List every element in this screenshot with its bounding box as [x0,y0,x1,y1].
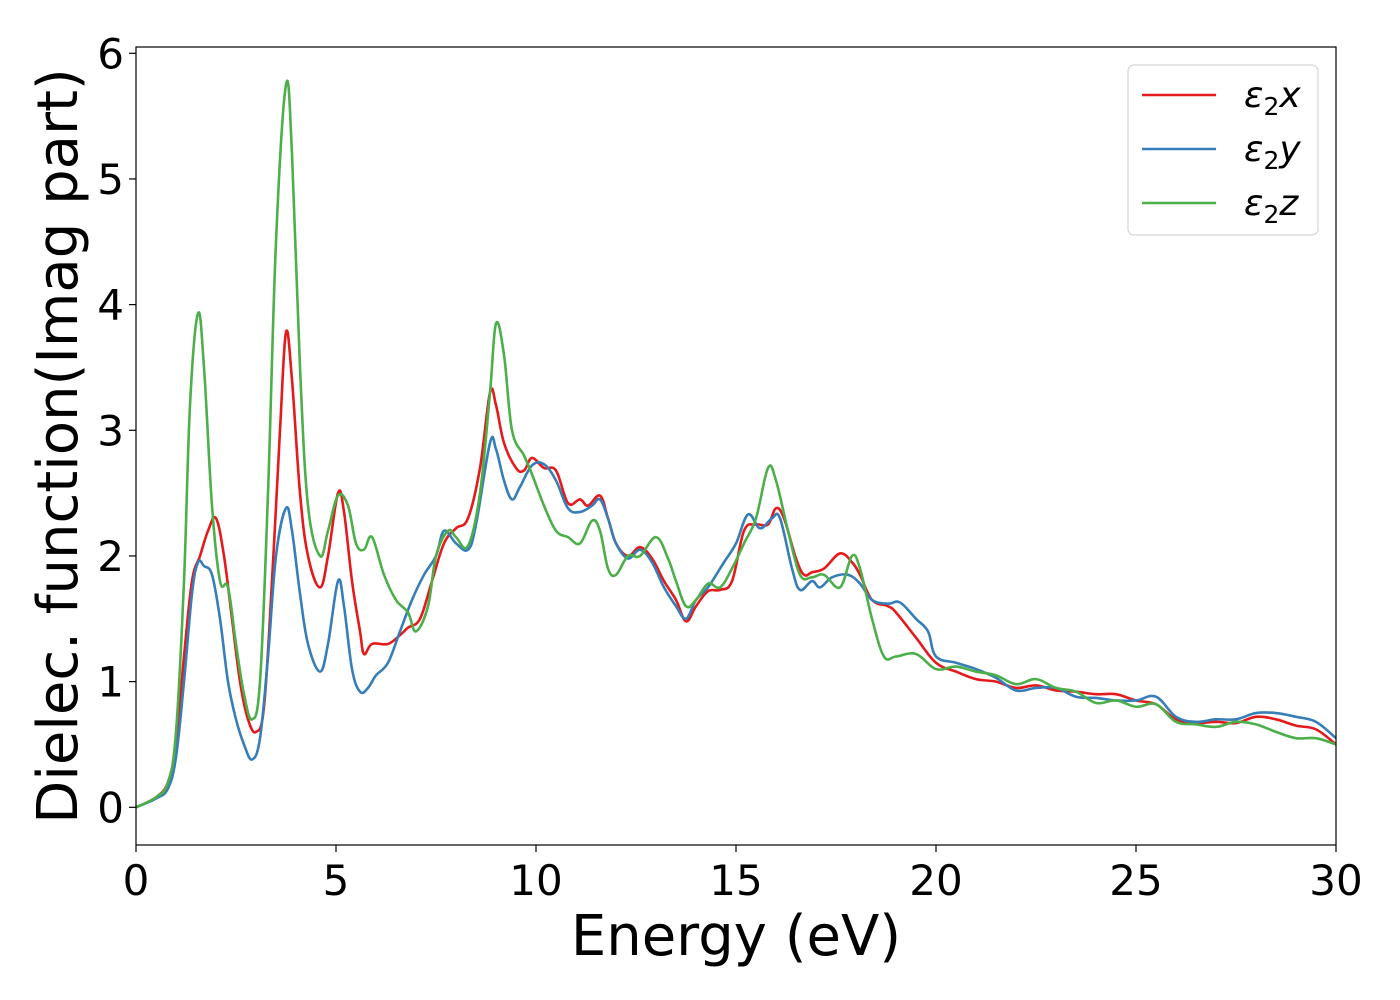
y-tick-label: 1 [97,658,124,707]
series-layer [136,79,1336,809]
legend-label: ε2y [1244,129,1301,175]
x-tick-label: 25 [1109,856,1162,905]
legend: ε2x ε2y ε2z [1127,64,1319,236]
legend-label: ε2z [1244,183,1299,229]
legend-entry-e2y: ε2y [1142,129,1301,175]
legend-frame [1127,64,1319,236]
legend-entries: ε2x ε2y ε2z [1142,75,1301,229]
x-tick-label: 30 [1309,856,1362,905]
x-tick-label: 15 [709,856,762,905]
y-tick-label: 4 [97,281,124,330]
series-line-e2y [136,435,1336,809]
x-tick-label: 20 [909,856,962,905]
y-tick-label: 6 [97,29,124,78]
x-axis-label: Energy (eV) [571,904,901,969]
x-tick-label: 0 [123,856,150,905]
legend-entry-e2z: ε2z [1142,183,1299,229]
x-tick-label: 5 [323,856,350,905]
y-axis-label: Dielec. function(Imag part) [26,68,91,824]
y-axis-ticks: 0 1 2 3 4 5 6 [97,29,136,832]
y-tick-label: 0 [97,783,124,832]
x-tick-label: 10 [509,856,562,905]
y-tick-label: 3 [97,406,124,455]
x-axis-ticks: 0 5 10 15 20 25 30 [123,845,1363,905]
series-line-e2x [136,329,1336,809]
legend-label: ε2x [1244,75,1301,121]
y-tick-label: 5 [97,155,124,204]
series-line-e2z [136,79,1336,809]
y-tick-label: 2 [97,532,124,581]
legend-entry-e2x: ε2x [1142,75,1301,121]
